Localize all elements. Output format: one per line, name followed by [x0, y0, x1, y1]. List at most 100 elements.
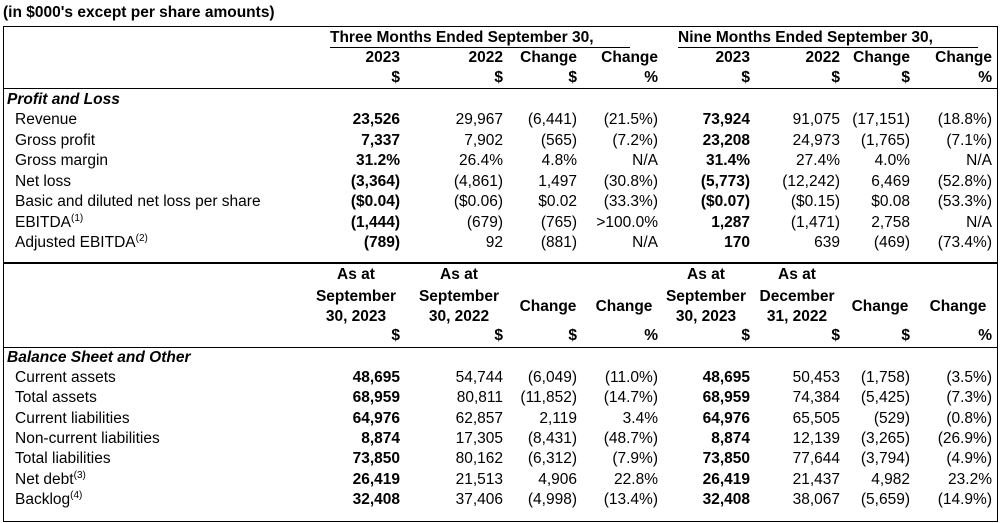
- cell-value: 65,505: [792, 409, 840, 427]
- header-period: September: [315, 288, 397, 305]
- header-unit-1: $: [494, 69, 503, 86]
- header-period: September: [418, 288, 500, 305]
- cell-value: (73.4%): [937, 234, 992, 251]
- header-unit: $: [568, 327, 577, 344]
- cell-value: (7.9%): [612, 450, 658, 468]
- header-col-5: 2022: [805, 49, 840, 66]
- cell-value: 8,874: [711, 429, 750, 447]
- row-label: Net debt(3): [15, 470, 86, 490]
- cell-value: $0.08: [871, 193, 910, 210]
- cell-value: (33.3%): [603, 193, 658, 210]
- row-label: Backlog(4): [15, 490, 82, 510]
- table-row: Total assets 68,959 80,811 (11,852) (14.7%) 6…: [3, 388, 997, 408]
- header-change: Change: [519, 298, 577, 315]
- cell-value: ($0.07): [700, 193, 750, 210]
- cell-value: 23.2%: [948, 470, 992, 488]
- row-label-text: Non-current liabilities: [15, 429, 160, 447]
- header-unit: $: [391, 327, 400, 344]
- cell-value: N/A: [632, 152, 658, 169]
- cell-value: 23,526: [352, 111, 400, 128]
- header-unit-4: $: [741, 69, 750, 86]
- header-col-7: Change: [935, 49, 992, 66]
- header-unit: $: [494, 327, 503, 344]
- cell-value: (3.5%): [946, 369, 992, 386]
- header-period-date: 30, 2022: [428, 308, 490, 325]
- row-label: Non-current liabilities: [15, 429, 160, 449]
- cell-value: (11.0%): [604, 369, 658, 386]
- cell-value: 21,513: [455, 470, 503, 488]
- row-label: Total liabilities: [15, 449, 111, 469]
- cell-value: 2,119: [539, 409, 577, 427]
- row-label-text: EBITDA: [15, 213, 71, 231]
- header-divider-top: [3, 88, 997, 89]
- cell-value: (5,773): [700, 172, 750, 190]
- cell-value: (8,431): [527, 429, 577, 447]
- table-row: Backlog(4) 32,408 37,406 (4,998) (13.4%) 32,4…: [3, 490, 997, 510]
- header-period-date: 31, 2022: [766, 308, 828, 325]
- row-label: Basic and diluted net loss per share: [15, 192, 261, 212]
- header-col-6: Change: [853, 49, 910, 66]
- cell-value: 37,406: [455, 490, 503, 508]
- cell-value: 32,408: [702, 490, 750, 508]
- cell-value: 50,453: [792, 369, 840, 386]
- header-unit-0: $: [391, 69, 400, 86]
- header-period: December: [759, 288, 835, 305]
- table-row: Total liabilities 73,850 80,162 (6,312) (7.9…: [3, 449, 997, 469]
- cell-value: 1,287: [711, 213, 750, 231]
- cell-value: (3,364): [350, 172, 400, 190]
- bottom-header-unit-row: $ $ $% $ $ $%: [3, 326, 997, 346]
- cell-value: ($0.04): [350, 193, 400, 210]
- cell-value: 21,437: [792, 470, 840, 488]
- section-profit-and-loss: Profit and Loss: [3, 90, 997, 110]
- table-row: Revenue 23,526 29,967 (6,441) (21.5%) 73,924 9…: [3, 110, 997, 130]
- header-period-date: 30, 2023: [325, 308, 387, 325]
- cell-value: (17,151): [852, 111, 910, 128]
- cell-value: 73,924: [702, 111, 750, 128]
- cell-value: (881): [540, 234, 577, 251]
- cell-value: 31.4%: [706, 152, 750, 169]
- cell-value: (0.8%): [946, 409, 992, 427]
- cell-value: (48.7%): [603, 429, 658, 447]
- header-col-4: 2023: [715, 49, 750, 66]
- cell-value: 4,982: [871, 470, 910, 488]
- cell-value: (26.9%): [937, 429, 992, 447]
- row-label: Revenue: [15, 110, 77, 130]
- cell-value: (11,852): [520, 389, 577, 407]
- cell-value: >100.0%: [596, 213, 658, 231]
- table-row: Gross margin 31.2% 26.4% 4.8% N/A 31.4% 27.4% 4…: [3, 151, 997, 171]
- cell-value: $0.02: [538, 193, 577, 210]
- cell-value: (3,265): [860, 429, 910, 447]
- cell-value: 8,874: [361, 429, 400, 447]
- table-row: Net loss (3,364) (4,861) 1,497 (30.8%) (5,773…: [3, 172, 997, 192]
- footnote-marker: (1): [70, 212, 84, 224]
- footnote-marker: (3): [73, 469, 86, 481]
- header-as-at: As at: [778, 266, 816, 283]
- table-row: Gross profit 7,337 7,902 (565) (7.2%) 23,208 2…: [3, 131, 997, 151]
- cell-value: (18.8%): [937, 111, 992, 128]
- cell-value: 68,959: [702, 389, 750, 407]
- header-unit-2: $: [568, 69, 577, 86]
- row-label: Net loss: [15, 172, 71, 192]
- cell-value: 26,419: [352, 470, 400, 488]
- table-frame: [3, 26, 998, 522]
- cell-value: (12,242): [782, 172, 840, 190]
- cell-value: 64,976: [702, 409, 750, 427]
- cell-value: 6,469: [871, 172, 910, 190]
- table-row: Current liabilities 64,976 62,857 2,119 3.4%…: [3, 409, 997, 429]
- cell-value: N/A: [966, 213, 992, 231]
- cell-value: 170: [724, 234, 750, 251]
- header-period-date: 30, 2023: [675, 308, 737, 325]
- cell-value: 77,644: [792, 450, 840, 468]
- cell-value: 22.8%: [614, 470, 658, 488]
- header-change: Change: [929, 298, 987, 315]
- cell-value: (7.2%): [612, 131, 658, 149]
- header-unit-5: $: [831, 69, 840, 86]
- row-label: Current liabilities: [15, 409, 130, 429]
- cell-value: (14.7%): [603, 389, 658, 407]
- group-underline-nine: [678, 47, 978, 48]
- group-underline-three: [330, 47, 630, 48]
- cell-value: 4.0%: [874, 152, 910, 169]
- cell-value: 48,695: [352, 369, 400, 386]
- cell-value: 29,967: [455, 111, 503, 128]
- cell-value: (6,441): [527, 111, 577, 128]
